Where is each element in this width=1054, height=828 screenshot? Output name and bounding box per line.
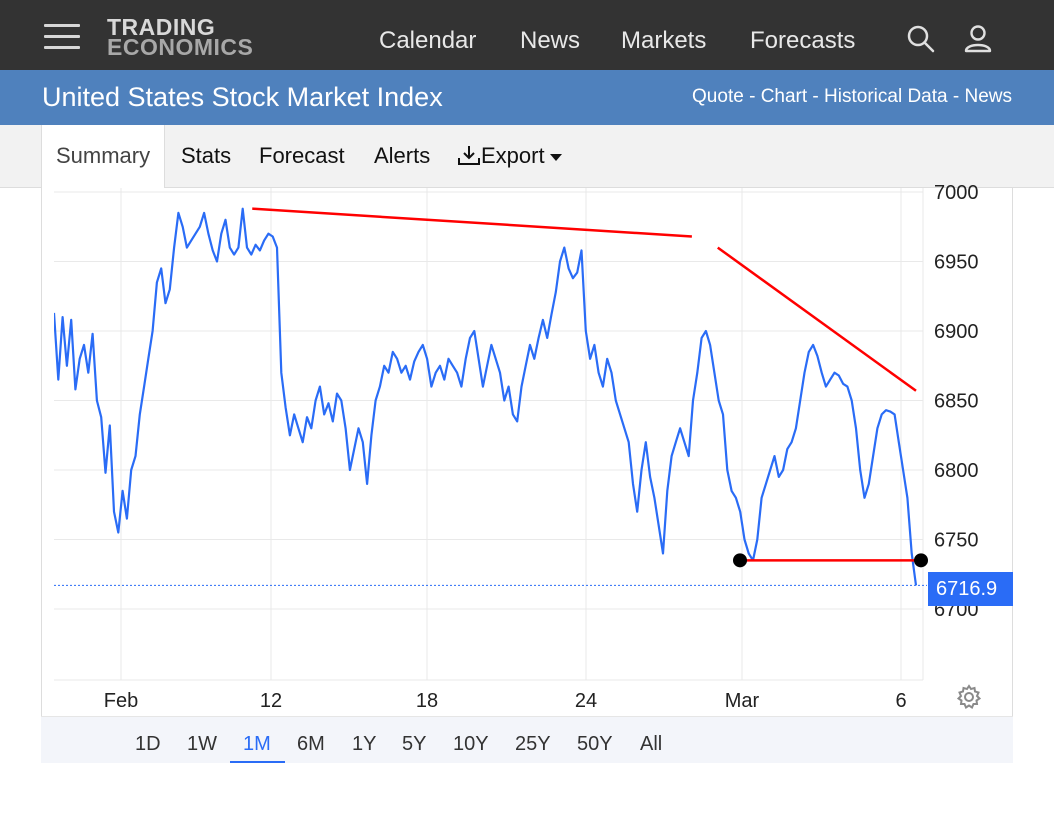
x-tick-label: 18 xyxy=(416,690,438,712)
trendline xyxy=(252,207,692,238)
selected-range-indicator xyxy=(230,761,285,763)
x-tick-label: 12 xyxy=(260,690,282,712)
logo-line-2: ECONOMICS xyxy=(107,34,254,60)
link-chart[interactable]: Chart xyxy=(760,86,808,107)
logo-line-1: TRADING xyxy=(107,14,216,40)
x-tick-label: 24 xyxy=(575,690,597,712)
price-series-line xyxy=(54,207,918,586)
range-25y[interactable]: 25Y xyxy=(515,733,551,755)
link-separator: - xyxy=(807,86,825,107)
download-icon xyxy=(458,146,480,165)
quick-links: Quote - Chart - Historical Data - News xyxy=(692,86,1012,108)
user-icon[interactable] xyxy=(963,24,993,54)
x-tick-label: 6 xyxy=(895,690,906,712)
x-tick-label: Mar xyxy=(725,690,760,712)
title-bar: United States Stock Market Index Quote -… xyxy=(0,70,1054,125)
y-tick-label: 6750 xyxy=(934,530,979,552)
range-1y[interactable]: 1Y xyxy=(352,733,377,755)
tab-export[interactable]: Export xyxy=(457,125,562,188)
tab-summary[interactable]: Summary xyxy=(41,125,166,189)
y-tick-label: 6950 xyxy=(934,252,979,274)
nav-markets[interactable]: Markets xyxy=(621,27,707,54)
range-all[interactable]: All xyxy=(640,733,663,755)
tab-alerts[interactable]: Alerts xyxy=(374,143,431,168)
chevron-down-icon xyxy=(549,153,562,161)
range-6m[interactable]: 6M xyxy=(297,733,325,755)
trendline-endpoint xyxy=(914,553,928,568)
trading-economics-logo[interactable]: TRADING ECONOMICS xyxy=(107,14,254,60)
chart-panel xyxy=(41,188,1013,763)
x-tick-label: Feb xyxy=(104,690,138,712)
link-quote[interactable]: Quote xyxy=(692,86,744,107)
tab-forecast[interactable]: Forecast xyxy=(259,143,345,168)
export-label: Export xyxy=(481,143,545,168)
range-1m[interactable]: 1M xyxy=(243,733,271,755)
search-icon[interactable] xyxy=(906,24,936,54)
link-separator: - xyxy=(743,86,761,107)
y-tick-label: 6850 xyxy=(934,391,979,413)
top-navigation: TRADING ECONOMICS Calendar News Markets … xyxy=(0,0,1054,70)
range-50y[interactable]: 50Y xyxy=(577,733,613,755)
hamburger-menu-icon[interactable] xyxy=(44,24,80,52)
link-historical-data[interactable]: Historical Data xyxy=(824,86,948,107)
tab-bar: Summary Stats Forecast Alerts Export xyxy=(0,125,1054,189)
range-selector: 1D 1W 1M 6M 1Y 5Y 10Y 25Y 50Y All xyxy=(41,716,1013,763)
nav-forecasts[interactable]: Forecasts xyxy=(750,27,856,54)
trendline-endpoint xyxy=(733,553,747,568)
page-title: United States Stock Market Index xyxy=(42,82,443,112)
range-10y[interactable]: 10Y xyxy=(453,733,489,755)
trendline xyxy=(717,246,917,392)
range-1d[interactable]: 1D xyxy=(135,733,161,755)
y-tick-label: 6800 xyxy=(934,460,979,482)
nav-news[interactable]: News xyxy=(520,27,581,54)
link-separator: - xyxy=(947,86,965,107)
gear-icon[interactable] xyxy=(955,683,983,711)
y-tick-label: 7000 xyxy=(934,182,979,204)
last-price-label: 6716.9 xyxy=(928,572,1013,606)
link-news[interactable]: News xyxy=(964,86,1012,107)
range-1w[interactable]: 1W xyxy=(187,733,217,755)
nav-calendar[interactable]: Calendar xyxy=(379,27,477,54)
range-5y[interactable]: 5Y xyxy=(402,733,427,755)
y-tick-label: 6900 xyxy=(934,321,979,343)
tab-stats[interactable]: Stats xyxy=(181,143,232,168)
